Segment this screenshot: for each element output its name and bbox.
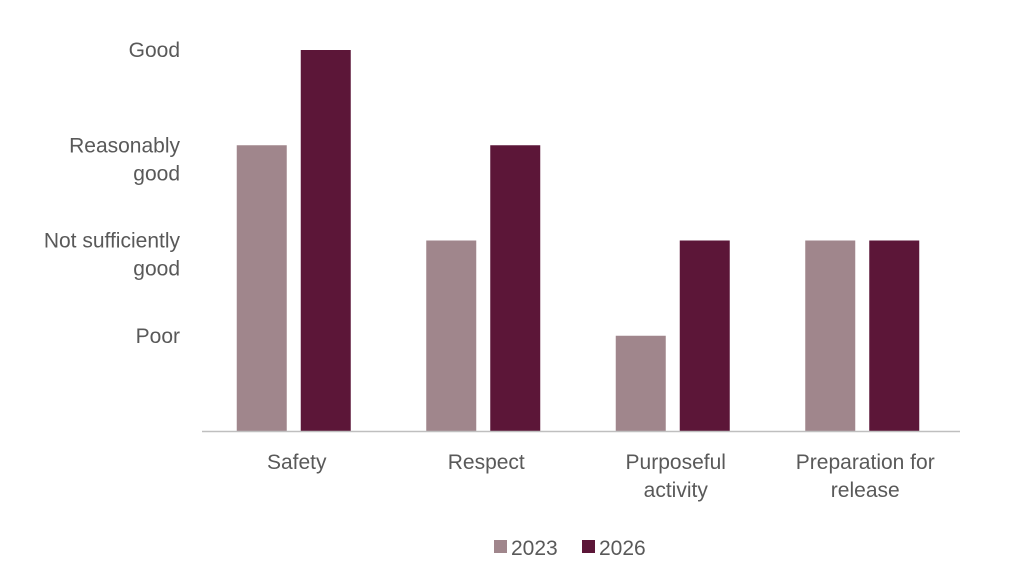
y-tick-labels: Poor Not sufficiently good Reasonably good Go… [44,39,181,348]
y-tick-label: Not sufficiently [44,230,181,253]
legend-label-2026: 2026 [599,537,646,560]
bar-2023-safety [236,145,287,431]
y-tick-label: good [133,162,180,185]
bar-2023-preparation-for-release [805,240,856,431]
bar-2023-purposeful-activity [615,335,666,431]
category-label: activity [644,479,709,502]
category-labels: Safety Respect Purposeful activity Preparati… [267,451,935,502]
legend-swatch-2026 [582,540,595,553]
legend-swatch-2023 [494,540,507,553]
category-label: Purposeful [626,451,726,474]
category-label: Respect [448,451,525,474]
y-tick-label: good [133,258,180,281]
y-tick-label: Poor [136,325,180,348]
bar-2026-purposeful-activity [679,240,730,431]
bar-2026-respect [490,145,541,431]
bar-2023-respect [426,240,477,431]
category-label: Safety [267,451,327,474]
y-tick-label: Good [129,39,180,62]
y-tick-label: Reasonably [69,134,180,157]
bars-group [236,50,920,431]
legend-label-2023: 2023 [511,537,558,560]
legend: 2023 2026 [494,537,646,560]
category-label: release [831,479,900,502]
bar-2026-safety [300,50,351,431]
bar-2026-preparation-for-release [869,240,920,431]
category-label: Preparation for [796,451,935,474]
